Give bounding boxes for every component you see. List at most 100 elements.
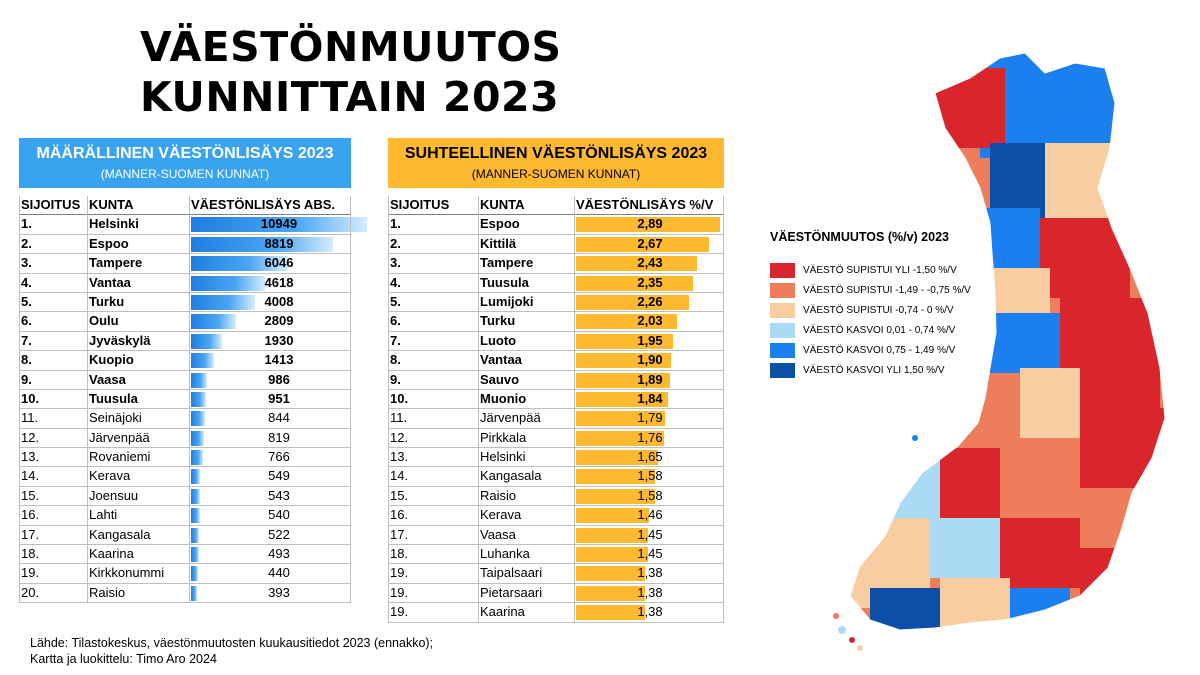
table-row: 10. Muonio 1,84 — [388, 390, 724, 410]
table-row: 7. Luoto 1,95 — [388, 332, 724, 352]
value-cell: 1,84 — [637, 390, 663, 406]
value-cell: 1,65 — [637, 449, 663, 465]
value-bar — [191, 314, 237, 330]
value-cell: 1,45 — [637, 526, 663, 542]
rank-cell: 19. — [21, 565, 40, 581]
table-row: 9. Vaasa 986 — [19, 371, 351, 390]
value-cell: 4008 — [264, 293, 294, 309]
legend-label: VÄESTÖ KASVOI YLI 1,50 %/V — [803, 364, 945, 376]
table-row: 10. Tuusula 951 — [19, 390, 351, 410]
municipality-cell: Vantaa — [480, 352, 522, 368]
value-cell: 951 — [268, 390, 290, 406]
relative-table-banner: SUHTEELLINEN VÄESTÖNLISÄYS 2023 (MANNER-… — [388, 138, 724, 188]
value-bar — [191, 353, 214, 369]
municipality-cell: Joensuu — [89, 487, 139, 503]
table-row: 15. Raisio 1,58 — [388, 487, 724, 507]
municipality-cell: Muonio — [480, 390, 527, 406]
table-row: 20. Raisio 393 — [19, 584, 351, 604]
relative-table-title: SUHTEELLINEN VÄESTÖNLISÄYS 2023 — [404, 145, 708, 162]
municipality-cell: Vantaa — [89, 274, 131, 290]
municipality-cell: Helsinki — [89, 216, 139, 232]
header-value: VÄESTÖNLISÄYS ABS. — [191, 197, 335, 212]
municipality-cell: Turku — [89, 293, 125, 309]
municipality-cell: Kangasala — [89, 526, 151, 542]
table-header-row: SIJOITUS KUNTA VÄESTÖNLISÄYS ABS. — [19, 196, 351, 216]
municipality-cell: Pietarsaari — [480, 584, 543, 600]
value-bar — [576, 585, 645, 601]
value-bar — [191, 391, 207, 407]
municipality-cell: Järvenpää — [89, 429, 150, 445]
table-gridline — [350, 196, 351, 604]
rank-cell: 17. — [390, 526, 409, 542]
municipality-cell: Luhanka — [480, 546, 530, 562]
rank-cell: 18. — [390, 546, 409, 562]
table-row: 17. Vaasa 1,45 — [388, 526, 724, 546]
rank-cell: 19. — [390, 565, 409, 581]
value-cell: 766 — [268, 449, 290, 465]
value-bar — [576, 430, 664, 446]
rank-cell: 19. — [390, 584, 409, 600]
legend-swatch — [770, 362, 795, 378]
value-bar — [576, 353, 671, 369]
value-cell: 1,79 — [637, 410, 663, 426]
municipality-cell: Kerava — [89, 468, 131, 484]
table-row: 14. Kangasala 1,58 — [388, 467, 724, 487]
island — [912, 435, 918, 441]
value-cell: 2,03 — [637, 313, 663, 329]
table-gridline — [19, 196, 20, 604]
absolute-growth-panel: MÄÄRÄLLINEN VÄESTÖNLISÄYS 2023 (MANNER-S… — [19, 138, 367, 604]
value-bar — [191, 430, 205, 446]
header-rank: SIJOITUS — [21, 197, 81, 212]
map-region-central-finland — [1000, 438, 1080, 518]
table-row: 1. Helsinki 10949 — [19, 215, 367, 235]
map-region-south-karelia — [1080, 548, 1160, 608]
rank-cell: 11. — [390, 410, 408, 426]
legend-item: VÄESTÖ SUPISTUI -0,74 - 0 %/V — [770, 300, 971, 320]
value-cell: 1413 — [264, 352, 294, 368]
municipality-cell: Jyväskylä — [89, 332, 151, 348]
legend-item: VÄESTÖ SUPISTUI -1,49 - -0,75 %/V — [770, 280, 971, 300]
table-row: 14. Kerava 549 — [19, 467, 351, 487]
value-cell: 1,58 — [637, 487, 663, 503]
table-row: 11. Järvenpää 1,79 — [388, 409, 724, 429]
table-row: 12. Pirkkala 1,76 — [388, 429, 724, 449]
legend-item: VÄESTÖ SUPISTUI YLI -1,50 %/V — [770, 260, 971, 280]
map-region-north-karelia — [1080, 408, 1165, 488]
rank-cell: 9. — [390, 371, 401, 387]
rank-cell: 10. — [21, 390, 40, 406]
rank-cell: 20. — [21, 584, 40, 600]
municipality-cell: Kittilä — [480, 235, 517, 251]
value-cell: 2,67 — [637, 235, 663, 251]
rank-cell: 15. — [390, 487, 409, 503]
value-bar — [191, 217, 367, 233]
table-row: 6. Oulu 2809 — [19, 312, 351, 332]
municipality-cell: Kangasala — [480, 468, 542, 484]
map-region-east-lapland — [1040, 218, 1130, 298]
municipality-cell: Kaarina — [89, 546, 134, 562]
table-row: 2. Kittilä 2,67 — [388, 235, 724, 255]
table-row: 4. Vantaa 4618 — [19, 274, 351, 293]
table-row: 6. Turku 2,03 — [388, 312, 724, 332]
map-region-pirkanmaa — [930, 518, 1000, 578]
municipality-cell: Sauvo — [480, 371, 520, 387]
value-bar — [191, 527, 200, 543]
municipality-cell: Tuusula — [480, 274, 529, 290]
municipality-cell: Luoto — [480, 332, 517, 348]
title-line-1: VÄESTÖNMUUTOS — [140, 23, 562, 71]
rank-cell: 1. — [390, 216, 401, 232]
value-bar — [191, 372, 207, 388]
municipality-cell: Pirkkala — [480, 429, 527, 445]
value-cell: 549 — [268, 468, 290, 484]
rank-cell: 4. — [21, 274, 32, 290]
table-row: 18. Kaarina 493 — [19, 545, 351, 565]
relative-growth-panel: SUHTEELLINEN VÄESTÖNLISÄYS 2023 (MANNER-… — [388, 138, 724, 623]
header-value: VÄESTÖNLISÄYS %/V — [576, 197, 714, 212]
municipality-cell: Taipalsaari — [480, 565, 543, 581]
table-row: 3. Tampere 6046 — [19, 254, 351, 274]
island — [833, 613, 839, 619]
table-row: 7. Jyväskylä 1930 — [19, 332, 351, 352]
municipality-cell: Seinäjoki — [89, 410, 142, 426]
value-cell: 1,90 — [637, 352, 663, 368]
title-line-2: KUNNITTAIN 2023 — [140, 73, 560, 121]
rank-cell: 4. — [390, 274, 401, 290]
